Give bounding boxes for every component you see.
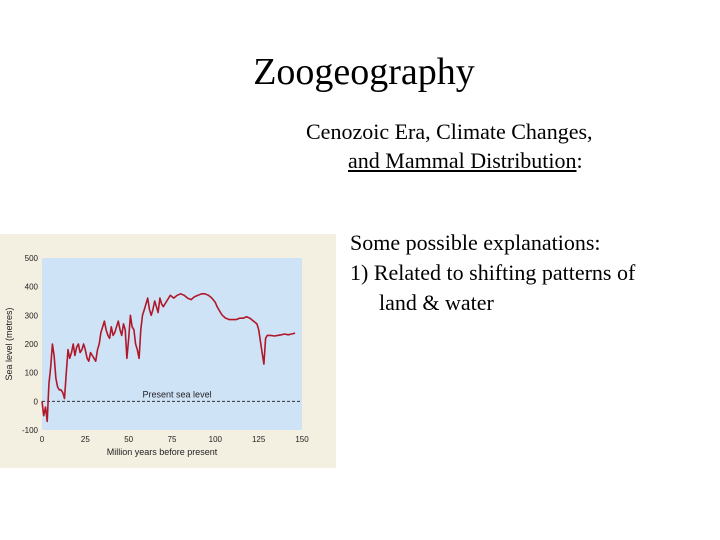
x-tick-label: 150 (295, 435, 309, 444)
sea-level-series-line (41, 293, 296, 423)
y-tick-label: 0 (34, 397, 39, 406)
y-axis-label: Sea level (metres) (4, 307, 14, 380)
subtitle-line-2: and Mammal Distribution: (306, 146, 706, 175)
x-tick-label: 75 (168, 435, 177, 444)
bullet-item: 1) Related to shifting patterns of (350, 260, 636, 285)
subtitle-colon: : (576, 148, 583, 173)
y-tick-label: 100 (25, 369, 39, 378)
x-tick-label: 125 (252, 435, 266, 444)
y-tick-label: 500 (25, 254, 39, 263)
y-tick-label: 200 (25, 340, 39, 349)
subtitle-underlined-text: and Mammal Distribution (348, 148, 577, 173)
subtitle-line-1: Cenozoic Era, Climate Changes, (306, 119, 593, 144)
bullet-item-continuation: land & water (379, 290, 494, 315)
plot-area (42, 258, 302, 430)
present-sea-level-label: Present sea level (143, 389, 212, 399)
x-tick-label: 25 (81, 435, 90, 444)
y-tick-label: 400 (25, 283, 39, 292)
bullet-list: Some possible explanations: 1) Related t… (350, 228, 718, 318)
sea-level-chart-figure: -100 0 100 200 300 400 500 0 25 50 75 100 125 150 Pr… (0, 234, 336, 468)
x-axis-ticks: 0 25 50 75 100 125 150 (40, 435, 309, 444)
x-tick-label: 100 (209, 435, 223, 444)
bullet-item: Some possible explanations: (350, 230, 601, 255)
y-tick-label: 300 (25, 311, 39, 320)
x-axis-label: Million years before present (107, 447, 218, 457)
x-tick-label: 0 (40, 435, 45, 444)
x-tick-label: 50 (124, 435, 133, 444)
y-tick-label: -100 (22, 426, 39, 435)
y-axis-ticks: -100 0 100 200 300 400 500 (22, 254, 39, 435)
slide-subtitle: Cenozoic Era, Climate Changes, and Mamma… (306, 117, 706, 175)
slide-title: Zoogeography (253, 51, 475, 93)
